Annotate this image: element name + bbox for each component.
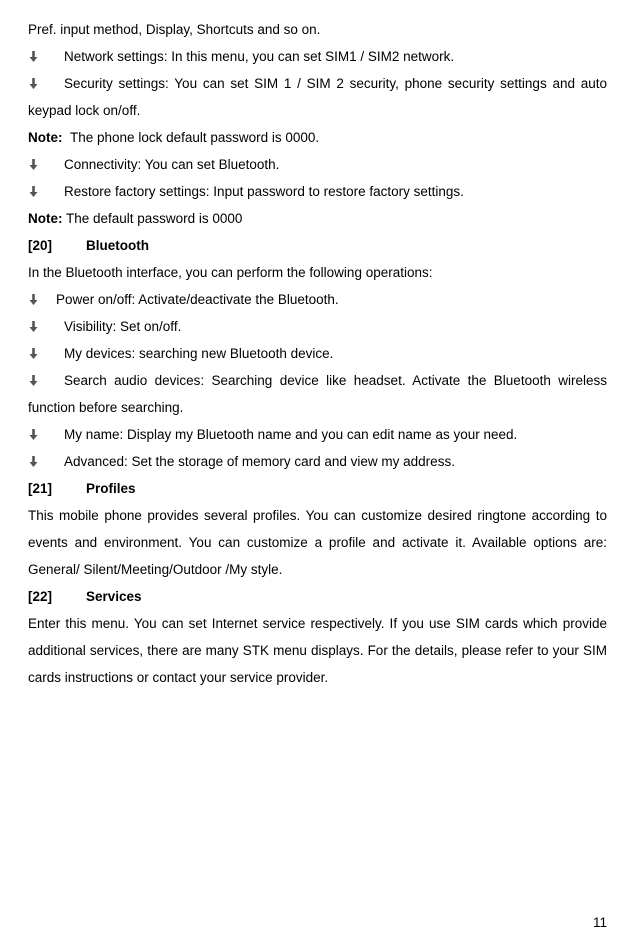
bullet-item: Search audio devices: Searching device l… — [28, 367, 607, 421]
down-arrow-icon — [28, 448, 64, 475]
bullet-item: Restore factory settings: Input password… — [28, 178, 607, 205]
bullet-text: Advanced: Set the storage of memory card… — [64, 454, 455, 469]
section-number: [22] — [28, 583, 86, 610]
note-line: Note: The default password is 0000 — [28, 205, 607, 232]
bullet-text: My devices: searching new Bluetooth devi… — [64, 346, 333, 361]
top-continuation-line: Pref. input method, Display, Shortcuts a… — [28, 16, 607, 43]
bullet-item: Connectivity: You can set Bluetooth. — [28, 151, 607, 178]
services-paragraph: Enter this menu. You can set Internet se… — [28, 610, 607, 691]
bullet-text: Connectivity: You can set Bluetooth. — [64, 157, 279, 172]
bullet-item: My name: Display my Bluetooth name and y… — [28, 421, 607, 448]
note-text: The default password is 0000 — [63, 211, 243, 226]
section-title: Profiles — [86, 481, 136, 496]
down-arrow-icon — [28, 43, 64, 70]
section-title: Services — [86, 589, 142, 604]
down-arrow-icon — [28, 367, 64, 394]
down-arrow-icon — [28, 286, 56, 313]
down-arrow-icon — [28, 70, 64, 97]
down-arrow-icon — [28, 421, 64, 448]
bullet-text: Restore factory settings: Input password… — [64, 184, 464, 199]
section-number: [21] — [28, 475, 86, 502]
note-text: The phone lock default password is 0000. — [70, 130, 319, 145]
section-heading: [22]Services — [28, 583, 607, 610]
bullet-item: Advanced: Set the storage of memory card… — [28, 448, 607, 475]
bullet-item: Visibility: Set on/off. — [28, 313, 607, 340]
page-number: 11 — [593, 909, 607, 936]
section-heading: [21]Profiles — [28, 475, 607, 502]
down-arrow-icon — [28, 340, 64, 367]
bullet-item: Power on/off: Activate/deactivate the Bl… — [28, 286, 607, 313]
note-label: Note: — [28, 130, 66, 145]
section-heading: [20]Bluetooth — [28, 232, 607, 259]
section-title: Bluetooth — [86, 238, 149, 253]
bullet-text: Power on/off: Activate/deactivate the Bl… — [56, 292, 339, 307]
down-arrow-icon — [28, 178, 64, 205]
profiles-paragraph: This mobile phone provides several profi… — [28, 502, 607, 583]
note-label: Note: — [28, 211, 63, 226]
manual-page: Pref. input method, Display, Shortcuts a… — [0, 0, 635, 950]
bullet-item: Security settings: You can set SIM 1 / S… — [28, 70, 607, 124]
bullet-text: Search audio devices: Searching device l… — [28, 373, 607, 415]
bullet-text: Network settings: In this menu, you can … — [64, 49, 454, 64]
section-number: [20] — [28, 232, 86, 259]
bullet-item: Network settings: In this menu, you can … — [28, 43, 607, 70]
bullet-text: Security settings: You can set SIM 1 / S… — [28, 76, 607, 118]
note-line: Note: The phone lock default password is… — [28, 124, 607, 151]
down-arrow-icon — [28, 151, 64, 178]
bullet-text: Visibility: Set on/off. — [64, 319, 181, 334]
bluetooth-intro: In the Bluetooth interface, you can perf… — [28, 259, 607, 286]
bullet-item: My devices: searching new Bluetooth devi… — [28, 340, 607, 367]
bullet-text: My name: Display my Bluetooth name and y… — [64, 427, 517, 442]
down-arrow-icon — [28, 313, 64, 340]
